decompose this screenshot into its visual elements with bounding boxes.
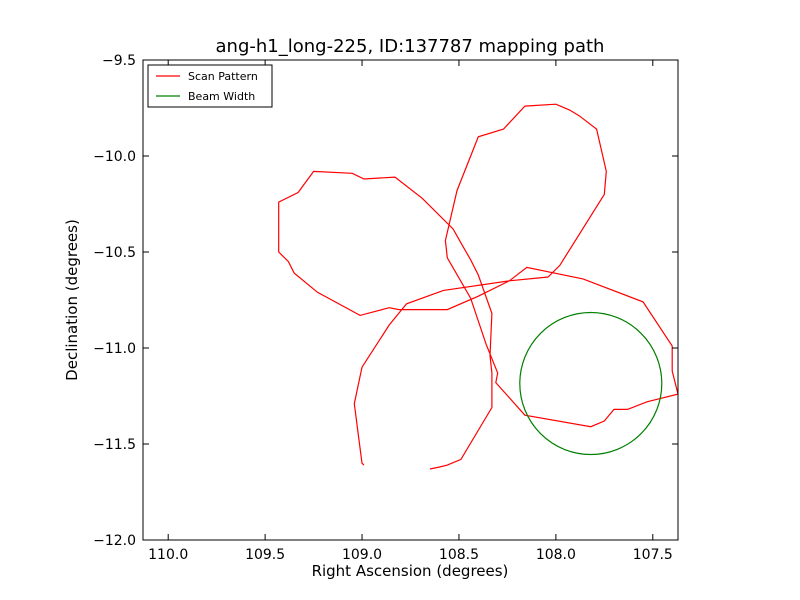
y-tick-label: −11.0 <box>93 341 136 357</box>
x-tick-label: 110.0 <box>148 547 188 563</box>
plot-frame <box>142 59 679 541</box>
y-tick-label: −10.0 <box>93 149 136 165</box>
x-axis-label: Right Ascension (degrees) <box>312 562 509 580</box>
y-tick-label: −11.5 <box>93 437 136 453</box>
y-axis-label: Declination (degrees) <box>63 219 81 381</box>
beam-width-circle <box>519 311 663 456</box>
chart-legend: Scan Pattern Beam Width <box>147 64 273 108</box>
x-axis-ticks: 110.0 109.5 109.0 108.5 108.0 107.5 <box>148 60 673 563</box>
x-tick-label: 108.0 <box>536 547 576 563</box>
y-tick-label: −9.5 <box>102 53 136 69</box>
x-tick-label: 107.5 <box>633 547 673 563</box>
legend-box <box>147 64 273 108</box>
y-axis-ticks: −9.5 −10.0 −10.5 −11.0 −11.5 −12.0 <box>93 53 678 549</box>
x-tick-label: 108.5 <box>439 547 479 563</box>
y-tick-label: −10.5 <box>93 245 136 261</box>
x-tick-label: 109.0 <box>342 547 382 563</box>
y-tick-label: −12.0 <box>93 533 136 549</box>
x-tick-label: 109.5 <box>245 547 285 563</box>
legend-beam-width-label: Beam Width <box>188 90 255 103</box>
plot-data-layer <box>278 103 678 470</box>
chart-title: ang-h1_long-225, ID:137787 mapping path <box>216 36 605 57</box>
legend-scan-pattern-label: Scan Pattern <box>188 70 258 83</box>
scan-pattern-line <box>278 103 678 470</box>
